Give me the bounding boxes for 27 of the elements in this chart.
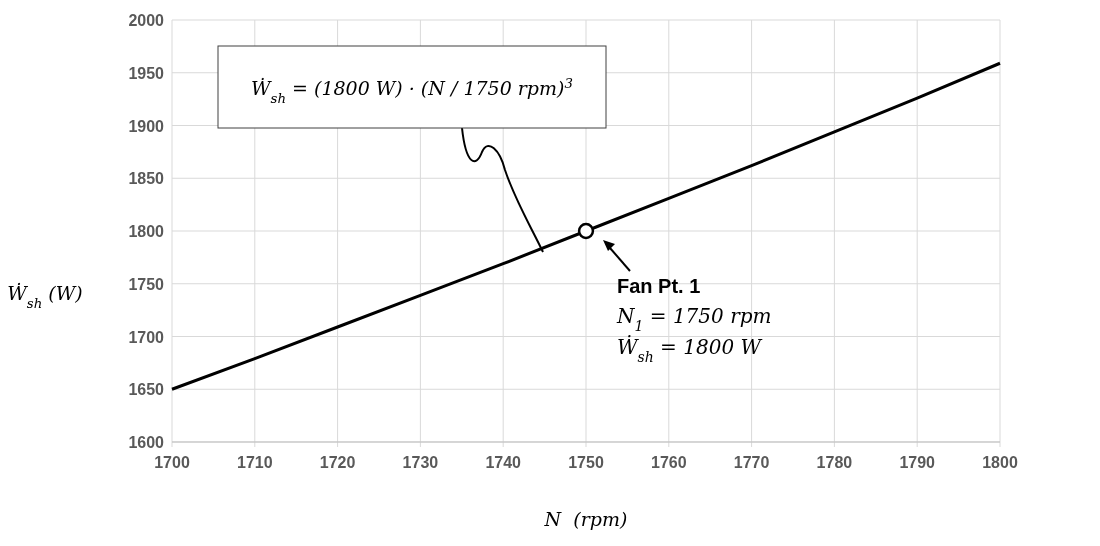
annotation: Ẇ$_{sh}$ = (1800 W) · (N / 1750 rpm)$^{3}$ [251,75,573,106]
x-tick-label: 1720 [319,454,356,471]
x-tick-label: 1700 [154,454,190,471]
x-tick-label: 1790 [899,454,936,471]
y-tick-label: 1850 [128,170,165,188]
y-tick-label: 1650 [128,381,165,399]
x-tick-label: 1730 [402,454,439,471]
x-tick-label: 1710 [237,454,273,471]
x-tick-label: 1760 [651,454,687,471]
y-axis-title: Ẇ$_{sh}$ (W) [7,282,83,311]
y-tick-label: 2000 [128,12,165,29]
y-tick-label: 1800 [128,223,165,240]
line-series [170,61,1002,391]
y-tick-label: 1900 [128,117,165,135]
annotation: Ẇ$_{sh}$ = 1800 W [617,335,763,365]
annotation: N$_{1}$ = 1750 rpm [616,304,772,334]
x-tick-label: 1780 [816,454,853,471]
y-tick-label: 1750 [128,275,165,293]
x-tick-label: 1800 [982,454,1018,471]
x-tick-label: 1770 [733,454,770,471]
annotation: Fan Pt. 1 [617,275,701,297]
x-tick-label: 1750 [568,454,604,471]
y-tick-label: 1950 [128,64,165,82]
x-tick-label: 1740 [485,454,522,471]
x-axis-title: N (rpm) [543,508,628,530]
y-tick-label: 1600 [128,434,165,451]
y-tick-label: 1700 [128,328,165,346]
